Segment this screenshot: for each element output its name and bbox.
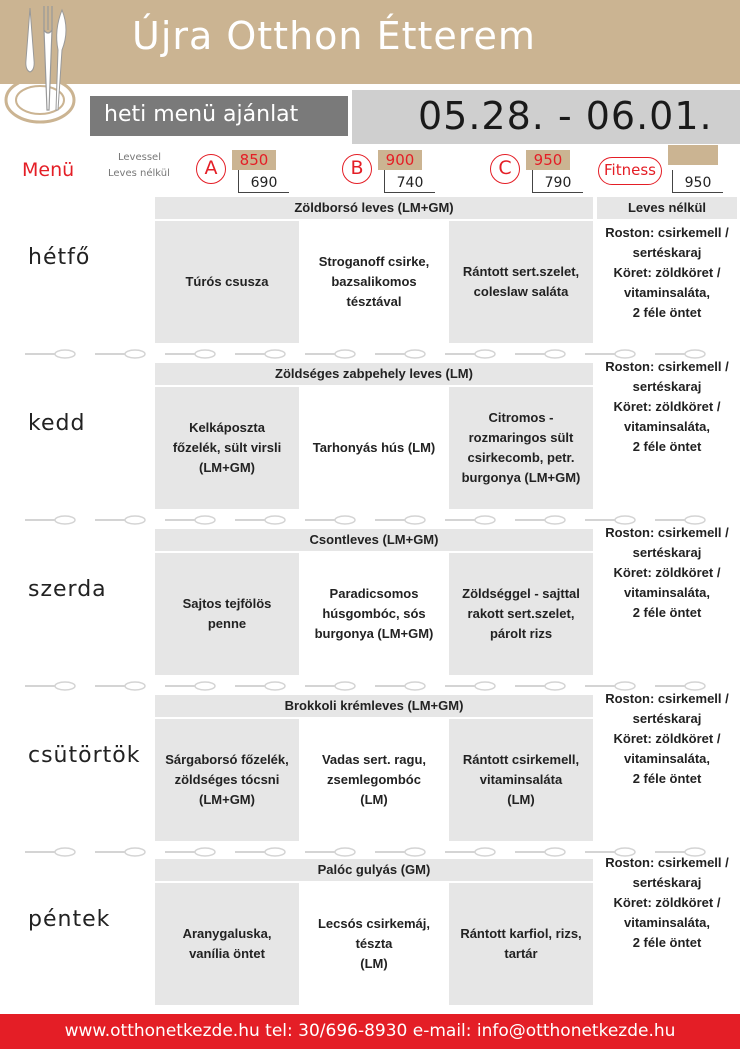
dish-a-label: Túrós csusza bbox=[185, 274, 269, 289]
option-a-price-without-soup: 690 bbox=[238, 170, 289, 193]
dish-c-label: Zöldséggel - sajttal rakott sert.szelet,… bbox=[462, 586, 580, 641]
dish-b-label: Paradicsomos húsgombóc, sós burgonya (LM… bbox=[314, 586, 434, 641]
fitness-dish: Roston: csirkemell / sertéskaraj Köret: … bbox=[605, 225, 729, 320]
date-banner: 05.28. - 06.01. bbox=[352, 90, 740, 144]
with-soup-label: Levessel bbox=[118, 152, 161, 163]
dish-b-label: Stroganoff csirke, bazsalikomos tésztáva… bbox=[318, 254, 430, 309]
dish-a-label: Sajtos tejfölös penne bbox=[182, 596, 272, 631]
fitness-price: 950 bbox=[672, 170, 723, 193]
subtitle-banner: heti menü ajánlat bbox=[90, 96, 348, 136]
menu-label: Menü bbox=[22, 159, 75, 181]
fitness-dish: Roston: csirkemell / sertéskaraj Köret: … bbox=[605, 525, 729, 620]
dish-a: Kelkáposzta főzelék, sült virsli (LM+GM) bbox=[155, 387, 299, 509]
soup-of-day: Csontleves (LM+GM) bbox=[155, 529, 593, 551]
cutlery-logo-icon bbox=[0, 0, 82, 124]
cutlery-divider-icon bbox=[25, 515, 706, 525]
dish-b: Tarhonyás hús (LM) bbox=[302, 387, 446, 509]
fitness-price-tag bbox=[668, 145, 718, 165]
soup-of-day: Zöldséges zabpehely leves (LM) bbox=[155, 363, 593, 385]
dish-c-label: Rántott sert.szelet, coleslaw saláta bbox=[462, 264, 580, 299]
option-b-price-with-soup: 900 bbox=[378, 150, 422, 170]
dish-b: Vadas sert. ragu, zsemlegombóc (LM) bbox=[302, 719, 446, 841]
fitness-dish: Roston: csirkemell / sertéskaraj Köret: … bbox=[605, 359, 729, 454]
date-range: 05.28. - 06.01. bbox=[418, 94, 713, 138]
soup-of-day: Brokkoli krémleves (LM+GM) bbox=[155, 695, 593, 717]
dish-a-label: Kelkáposzta főzelék, sült virsli (LM+GM) bbox=[172, 420, 282, 475]
dish-a: Sajtos tejfölös penne bbox=[155, 553, 299, 675]
fitness-dish: Roston: csirkemell / sertéskaraj Köret: … bbox=[605, 691, 729, 786]
dish-c-label: Rántott csirkemell, vitaminsaláta (LM) bbox=[462, 752, 580, 807]
dish-a-label: Aranygaluska, vanília öntet bbox=[182, 926, 272, 961]
cutlery-divider-icon bbox=[25, 349, 706, 359]
option-c-price-with-soup: 950 bbox=[526, 150, 570, 170]
dish-b-label: Lecsós csirkemáj, tészta (LM) bbox=[317, 916, 431, 971]
dish-a: Aranygaluska, vanília öntet bbox=[155, 883, 299, 1005]
dish-b: Lecsós csirkemáj, tészta (LM) bbox=[302, 883, 446, 1005]
footer-bar: www.otthonetkezde.hu tel: 30/696-8930 e-… bbox=[0, 1014, 740, 1049]
soup-of-day: Palóc gulyás (GM) bbox=[155, 859, 593, 881]
cutlery-divider-icon bbox=[25, 847, 706, 857]
dish-b: Paradicsomos húsgombóc, sós burgonya (LM… bbox=[302, 553, 446, 675]
title-banner: Újra Otthon Étterem bbox=[82, 0, 740, 84]
option-c-price-without-soup: 790 bbox=[532, 170, 583, 193]
dish-c: Rántott csirkemell, vitaminsaláta (LM) bbox=[449, 719, 593, 841]
dish-a: Túrós csusza bbox=[155, 221, 299, 343]
soup-of-day: Zöldborsó leves (LM+GM) bbox=[155, 197, 593, 219]
cutlery-divider-icon bbox=[25, 681, 706, 691]
day-name: péntek bbox=[28, 907, 111, 932]
fitness-header: Leves nélkül bbox=[597, 197, 737, 219]
dish-c-label: Rántott karfiol, rizs, tartár bbox=[460, 926, 582, 961]
dish-b-label: Tarhonyás hús (LM) bbox=[312, 440, 436, 455]
day-name: csütörtök bbox=[28, 743, 141, 768]
option-b-price-without-soup: 740 bbox=[384, 170, 435, 193]
dish-b: Stroganoff csirke, bazsalikomos tésztáva… bbox=[302, 221, 446, 343]
dish-a: Sárgaborsó főzelék, zöldséges tócsni (LM… bbox=[155, 719, 299, 841]
option-b-badge: B bbox=[342, 154, 372, 184]
subtitle: heti menü ajánlat bbox=[104, 102, 299, 127]
dish-c: Rántott karfiol, rizs, tartár bbox=[449, 883, 593, 1005]
dish-c: Rántott sert.szelet, coleslaw saláta bbox=[449, 221, 593, 343]
option-a-price-with-soup: 850 bbox=[232, 150, 276, 170]
dish-a-label: Sárgaborsó főzelék, zöldséges tócsni (LM… bbox=[165, 752, 289, 807]
option-c-badge: C bbox=[490, 154, 520, 184]
dish-c-label: Citromos - rozmaringos sült csirkecomb, … bbox=[461, 410, 581, 485]
page-title: Újra Otthon Étterem bbox=[132, 14, 536, 58]
contact-info: www.otthonetkezde.hu tel: 30/696-8930 e-… bbox=[64, 1021, 676, 1041]
fitness-dish: Roston: csirkemell / sertéskaraj Köret: … bbox=[605, 855, 729, 950]
day-name: szerda bbox=[28, 577, 107, 602]
option-a-badge: A bbox=[196, 154, 226, 184]
dish-c: Citromos - rozmaringos sült csirkecomb, … bbox=[449, 387, 593, 509]
fitness-badge: Fitness bbox=[598, 157, 662, 185]
dish-b-label: Vadas sert. ragu, zsemlegombóc (LM) bbox=[321, 752, 427, 807]
dish-c: Zöldséggel - sajttal rakott sert.szelet,… bbox=[449, 553, 593, 675]
without-soup-label: Leves nélkül bbox=[108, 168, 170, 179]
day-name: hétfő bbox=[28, 245, 91, 270]
day-name: kedd bbox=[28, 411, 86, 436]
